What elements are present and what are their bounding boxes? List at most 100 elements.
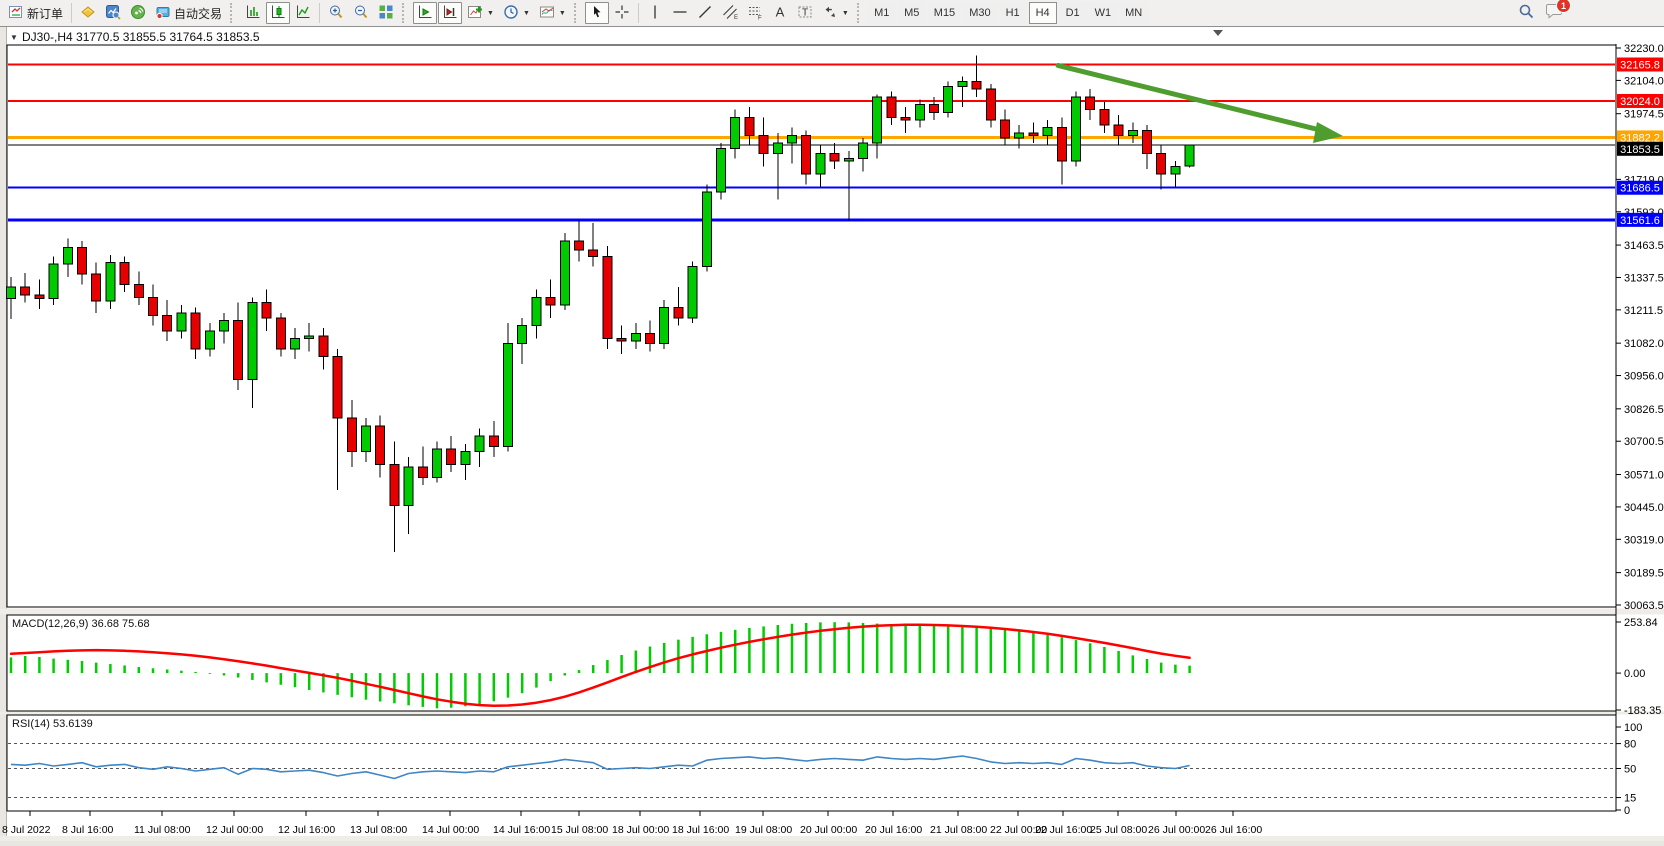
signals-icon: [130, 4, 146, 23]
rsi-tick-label: 0: [1624, 805, 1630, 817]
timeframe-h1[interactable]: H1: [998, 2, 1027, 24]
candle: [332, 356, 343, 419]
autotrading-icon: [155, 4, 171, 23]
price-tick-label: 30956.0: [1624, 371, 1664, 383]
candle: [1142, 129, 1152, 154]
notifications-button[interactable]: 1: [1545, 0, 1571, 24]
tile-windows-button[interactable]: [374, 2, 398, 24]
candle: [417, 466, 428, 478]
text-button[interactable]: A: [768, 2, 792, 24]
toolbar-right: 1: [1514, 0, 1660, 24]
trend-arrow-head[interactable]: [1313, 122, 1343, 143]
candle: [1071, 96, 1081, 162]
candle: [815, 152, 826, 175]
price-tick-label: 31337.5: [1624, 272, 1664, 284]
toolbar-grip: [402, 3, 407, 23]
candle: [985, 88, 996, 121]
hline-price-label: 31853.5: [1620, 144, 1660, 156]
hline-price-label: 32165.8: [1620, 60, 1660, 72]
time-tick-label: 13 Jul 08:00: [350, 824, 407, 836]
market-button[interactable]: [101, 2, 125, 24]
panel-splitter[interactable]: [0, 711, 1664, 715]
text-label-button[interactable]: T: [793, 2, 817, 24]
price-tick-label: 30189.5: [1624, 568, 1664, 580]
macd-tick-label: -183.35: [1624, 705, 1661, 717]
horizontal-line-icon: [672, 4, 688, 23]
candle: [1028, 132, 1039, 136]
candle: [758, 134, 769, 154]
text-label-icon: T: [797, 4, 813, 23]
toolbar-grip: [230, 3, 235, 23]
chart-title: DJ30-,H4 31770.5 31855.5 31764.5 31853.5: [22, 30, 260, 44]
timeframe-m1[interactable]: M1: [867, 2, 896, 24]
timeframe-toolbar: M1 M5 M15 M30 H1 H4 D1 W1 MN: [867, 2, 1149, 24]
templates-button[interactable]: ▼: [535, 2, 570, 24]
cursor-button[interactable]: [584, 2, 609, 24]
signals-button[interactable]: [126, 2, 150, 24]
candle: [1099, 109, 1110, 126]
candlestick-chart-button[interactable]: [266, 2, 291, 24]
vertical-line-button[interactable]: [643, 2, 667, 24]
candle: [361, 425, 371, 453]
trend-arrow-shaft[interactable]: [1055, 62, 1327, 134]
candle: [233, 320, 244, 381]
autotrading-button[interactable]: 自动交易: [151, 2, 226, 24]
macd-signal-line: [9, 623, 1191, 707]
candle: [1127, 129, 1138, 136]
indicators-button[interactable]: ▼: [463, 2, 498, 24]
hline-price-label: 32024.0: [1620, 96, 1660, 108]
crosshair-button[interactable]: [610, 2, 634, 24]
timeframe-w1[interactable]: W1: [1088, 2, 1118, 24]
zoom-in-icon: [328, 4, 344, 23]
new-order-button[interactable]: 新订单: [4, 2, 67, 24]
time-tick-label: 11 Jul 08:00: [134, 824, 191, 836]
timeframe-m15[interactable]: M15: [927, 2, 962, 24]
price-tick-label: 31082.0: [1624, 338, 1664, 350]
auto-scroll-button[interactable]: [413, 2, 438, 24]
hline-price-label: 31561.6: [1620, 215, 1660, 227]
candle: [559, 240, 570, 306]
zoom-in-button[interactable]: [324, 2, 348, 24]
price-tick-label: 30700.5: [1624, 436, 1664, 448]
hline-price-label: 31686.5: [1620, 183, 1660, 195]
fibonacci-button[interactable]: F: [743, 2, 767, 24]
trendline-button[interactable]: [693, 2, 717, 24]
window-bottom-edge: [0, 836, 1664, 841]
bar-chart-button[interactable]: [241, 2, 265, 24]
rsi-plot-frame: [6, 714, 1617, 812]
chart-shift-marker-icon[interactable]: [1213, 30, 1223, 36]
timeframe-mn[interactable]: MN: [1119, 2, 1149, 24]
timeframe-m30[interactable]: M30: [963, 2, 997, 24]
zoom-out-button[interactable]: [349, 2, 373, 24]
time-tick-label: 15 Jul 08:00: [551, 824, 608, 836]
equidistant-channel-button[interactable]: E: [718, 2, 742, 24]
search-icon: [1518, 3, 1535, 23]
search-button[interactable]: [1514, 2, 1539, 24]
timeframe-m5[interactable]: M5: [897, 2, 926, 24]
panel-splitter[interactable]: [0, 608, 1664, 615]
candle: [119, 262, 130, 286]
price-tick-label: 31463.5: [1624, 240, 1664, 252]
fibonacci-icon: F: [747, 4, 763, 23]
candle: [176, 312, 187, 332]
chart-shift-icon: [442, 4, 458, 23]
metaeditor-button[interactable]: [76, 2, 100, 24]
line-chart-button[interactable]: [291, 2, 315, 24]
rsi-tick-label: 50: [1624, 764, 1636, 776]
price-tick-label: 31974.5: [1624, 109, 1664, 121]
chart-canvas[interactable]: 32230.032104.031974.531719.031593.031463…: [0, 27, 1664, 841]
tile-windows-icon: [378, 4, 394, 23]
horizontal-line-button[interactable]: [668, 2, 692, 24]
time-tick-label: 19 Jul 08:00: [735, 824, 792, 836]
hline-price-label-box: [1617, 130, 1663, 145]
time-tick-label: 18 Jul 16:00: [672, 824, 729, 836]
chart-shift-button[interactable]: [438, 2, 463, 24]
autotrading-label: 自动交易: [174, 6, 223, 21]
timeframe-d1[interactable]: D1: [1058, 2, 1087, 24]
candle: [304, 335, 315, 340]
candle: [34, 294, 45, 300]
timeframe-h4[interactable]: H4: [1028, 2, 1057, 24]
arrows-button[interactable]: ▼: [818, 2, 853, 24]
periods-button[interactable]: ▼: [499, 2, 534, 24]
